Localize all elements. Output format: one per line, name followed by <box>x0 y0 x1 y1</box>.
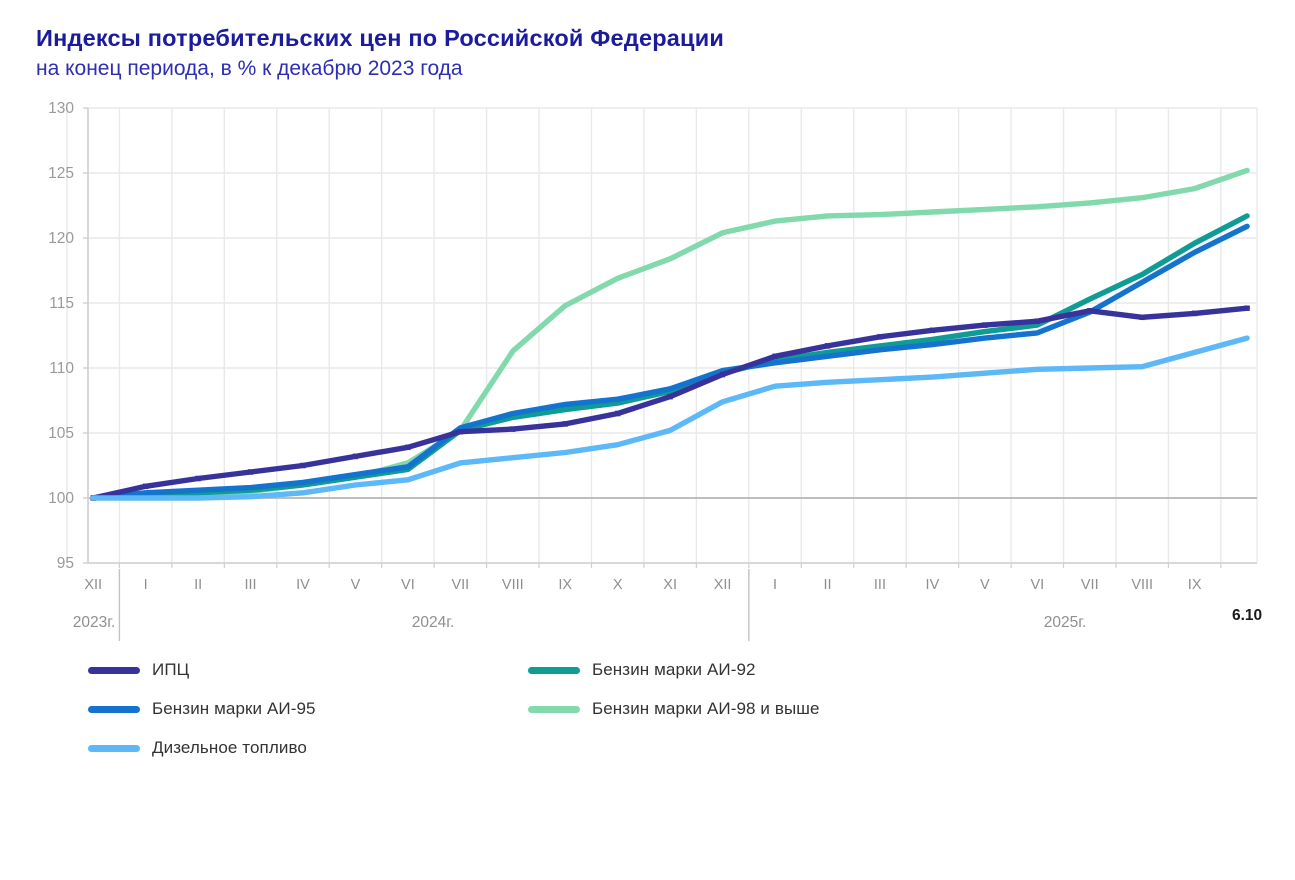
legend-item-diesel: Дизельное топливо <box>88 738 528 758</box>
legend-swatch-icon <box>88 744 140 752</box>
svg-text:V: V <box>980 577 990 593</box>
legend-item-ai95: Бензин марки АИ-95 <box>88 699 528 719</box>
svg-text:110: 110 <box>49 360 74 377</box>
svg-text:V: V <box>351 577 361 593</box>
chart-header: Индексы потребительских цен по Российско… <box>0 0 1295 83</box>
legend-label: Бензин марки АИ-92 <box>592 660 756 680</box>
x-axis-labels: XII I II III IV V VI VII VIII IX X XI XII I II III IV V VI… <box>84 562 1222 593</box>
legend-swatch-icon <box>528 666 580 674</box>
chart-title: Индексы потребительских цен по Российско… <box>36 25 724 51</box>
series-line-3 <box>90 167 1250 501</box>
svg-text:100: 100 <box>48 490 74 507</box>
series-line-4 <box>90 335 1250 501</box>
legend-label: ИПЦ <box>152 660 190 680</box>
y-axis-labels: 95 100 105 110 115 120 125 130 <box>48 100 74 572</box>
svg-text:95: 95 <box>57 555 74 572</box>
svg-text:II: II <box>823 577 831 593</box>
legend-item-ai98: Бензин марки АИ-98 и выше <box>528 699 968 719</box>
svg-text:125: 125 <box>48 165 74 182</box>
legend-item-ipc: ИПЦ <box>88 660 528 680</box>
legend-swatch-icon <box>88 705 140 713</box>
series-line-0 <box>90 305 1250 501</box>
svg-text:XII: XII <box>84 577 102 593</box>
svg-text:XII: XII <box>714 577 732 593</box>
legend-swatch-icon <box>88 666 140 674</box>
legend-swatch-icon <box>528 705 580 713</box>
svg-text:X: X <box>613 577 623 593</box>
svg-text:IV: IV <box>296 577 310 593</box>
chart-legend: ИПЦ Бензин марки АИ-92 Бензин марки АИ-9… <box>88 651 1295 768</box>
svg-text:120: 120 <box>48 230 74 247</box>
svg-text:VII: VII <box>1081 577 1099 593</box>
svg-text:III: III <box>245 577 257 593</box>
last-point-date-label: 6.10 <box>1232 607 1262 624</box>
svg-text:II: II <box>194 577 202 593</box>
legend-label: Бензин марки АИ-98 и выше <box>592 699 820 719</box>
legend-label: Бензин марки АИ-95 <box>152 699 316 719</box>
svg-text:VIII: VIII <box>502 577 524 593</box>
svg-text:115: 115 <box>49 295 74 312</box>
year-labels: 2023г. 2024г. 2025г. 6.10 <box>73 568 1262 641</box>
svg-text:VIII: VIII <box>1131 577 1153 593</box>
svg-text:VII: VII <box>451 577 469 593</box>
svg-text:2023г.: 2023г. <box>73 614 116 631</box>
horizontal-gridlines <box>83 106 1257 564</box>
chart-area: 95 100 105 110 115 120 125 130 XII I II III IV V VI VII… <box>0 83 1295 645</box>
svg-text:130: 130 <box>48 100 74 117</box>
svg-text:VI: VI <box>401 577 415 593</box>
svg-text:IV: IV <box>926 577 940 593</box>
svg-text:IX: IX <box>1188 577 1202 593</box>
svg-text:III: III <box>874 577 886 593</box>
svg-text:2024г.: 2024г. <box>412 614 455 631</box>
svg-text:VI: VI <box>1030 577 1044 593</box>
svg-text:IX: IX <box>558 577 572 593</box>
legend-item-ai92: Бензин марки АИ-92 <box>528 660 968 680</box>
series-line-2 <box>90 223 1250 501</box>
svg-text:2025г.: 2025г. <box>1044 614 1087 631</box>
svg-text:I: I <box>144 577 148 593</box>
svg-text:105: 105 <box>48 425 74 442</box>
svg-text:I: I <box>773 577 777 593</box>
chart-subtitle: на конец периода, в % к декабрю 2023 год… <box>36 57 463 81</box>
legend-label: Дизельное топливо <box>152 738 307 758</box>
svg-text:XI: XI <box>663 577 677 593</box>
